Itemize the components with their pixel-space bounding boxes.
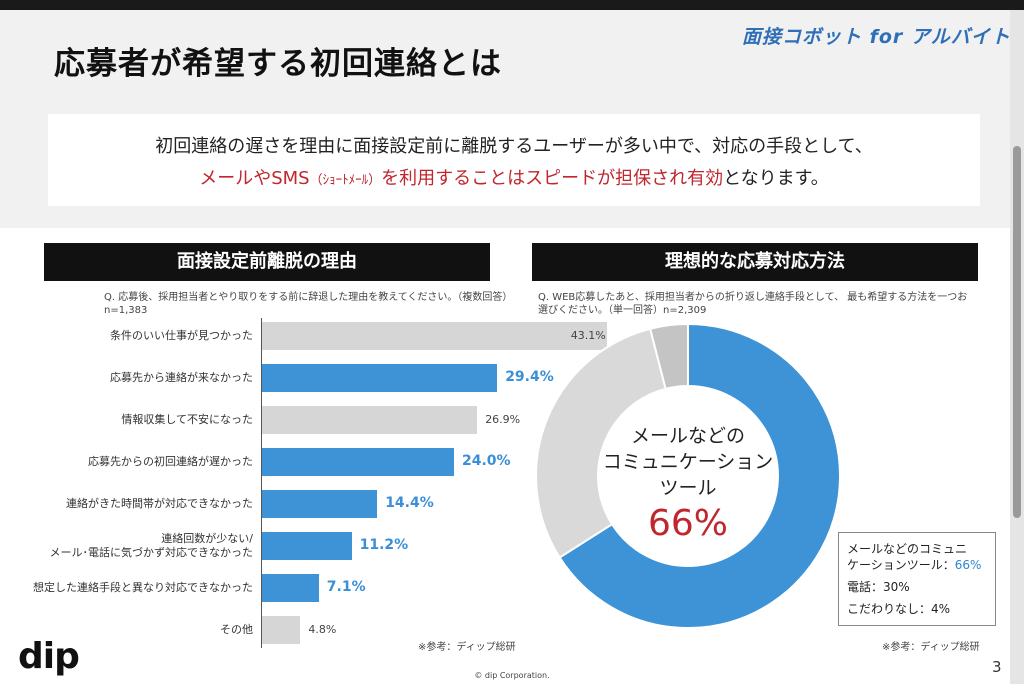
right-source-note: ※参考：ディップ総研	[882, 642, 980, 653]
donut-center-line-1: メールなどの	[630, 425, 745, 447]
lead-message-box: 初回連絡の遅さを理由に面接設定前に離脱するユーザーが多い中で、対応の手段として、…	[48, 114, 980, 206]
bar-category-label: 応募先からの初回連絡が遅かった	[0, 455, 253, 469]
bar	[262, 574, 319, 602]
donut-center-label: メールなどの コミュニケーション ツール 66%	[580, 423, 796, 544]
dip-logo: dip	[18, 636, 80, 677]
left-source-note: ※参考：ディップ総研	[418, 642, 516, 653]
bar	[262, 616, 301, 644]
donut-chart	[535, 322, 841, 629]
bar-category-label-line: 応募先から連絡が来なかった	[110, 371, 253, 384]
bar-value-label: 14.4%	[385, 495, 434, 511]
donut-slice	[648, 322, 689, 391]
donut-slice	[558, 322, 841, 629]
lead-highlight-small: （ｼｮｰﾄﾒｰﾙ）	[309, 173, 382, 188]
lead-highlight-b: を利用することはスピードが担保され有効	[381, 168, 724, 189]
bar-category-label-line: 想定した連絡手段と異なり対応できなかった	[33, 581, 253, 594]
donut-slices	[535, 322, 841, 629]
bar	[262, 532, 352, 560]
bar-category-label: 連絡回数が少ない/メール･電話に気づかず対応できなかった	[0, 532, 254, 560]
left-section-heading: 面接設定前離脱の理由	[44, 243, 490, 281]
bar	[262, 364, 498, 392]
donut-center-percent: 66%	[647, 503, 728, 544]
bar	[262, 322, 607, 350]
donut-center-line-2: コミュニケーション	[602, 451, 774, 473]
lead-tail: となります。	[723, 168, 829, 189]
bar-value-label: 24.0%	[462, 453, 511, 469]
brand-logo: 面接コボット for アルバイト	[742, 26, 1011, 48]
right-question-line-1: Q. WEB応募したあと、採用担当者からの折り返し連絡手段として、 最も希望する…	[538, 292, 968, 303]
page-number: 3	[992, 658, 1002, 676]
right-question-line-2: 選びください。（単一回答）n=2,309	[538, 305, 707, 316]
bar-category-label: 連絡がきた時間帯が対応できなかった	[0, 497, 253, 511]
legend-none: こだわりなし：4%	[847, 602, 951, 616]
bar	[262, 490, 378, 518]
donut-legend: メールなどのコミュニ ケーションツール：66% 電話：30% こだわりなし：4%	[838, 532, 996, 626]
bar-category-label-line: 連絡回数が少ない/	[161, 532, 253, 545]
bar-category-label-line: 条件のいい仕事が見つかった	[110, 329, 253, 342]
top-bar	[0, 0, 1024, 10]
bar-category-label-line: メール･電話に気づかず対応できなかった	[49, 546, 254, 559]
bar-value-label: 7.1%	[326, 579, 366, 595]
donut-slice	[535, 327, 667, 559]
bar-category-label: 条件のいい仕事が見つかった	[0, 329, 253, 343]
bar-category-label-line: 連絡がきた時間帯が対応できなかった	[66, 497, 253, 510]
legend-mail-percent: 66%	[954, 558, 982, 572]
left-question: Q. 応募後、採用担当者とやり取りをする前に辞退した理由を教えてください。（複数…	[104, 292, 513, 316]
copyright: © dip Corporation.	[474, 671, 550, 680]
bar-value-label: 26.9%	[485, 413, 521, 426]
donut-center-line-3: ツール	[659, 477, 717, 499]
legend-phone: 電話：30%	[847, 580, 910, 594]
scrollbar-thumb[interactable]	[1013, 146, 1021, 518]
bar-category-label: その他	[0, 623, 253, 637]
bar-category-label-line: 応募先からの初回連絡が遅かった	[88, 455, 253, 468]
legend-mail-line-1: メールなどのコミュニ	[847, 542, 968, 556]
legend-mail-line-2: ケーションツール：66%	[847, 557, 981, 573]
legend-mail-label: ケーションツール：	[847, 558, 955, 572]
slide-title: 応募者が希望する初回連絡とは	[54, 46, 502, 82]
bar-value-label: 43.1%	[570, 329, 606, 342]
bar-value-label: 11.2%	[359, 537, 409, 553]
bar-category-label: 想定した連絡手段と異なり対応できなかった	[0, 581, 253, 595]
lead-line-1: 初回連絡の遅さを理由に面接設定前に離脱するユーザーが多い中で、対応の手段として、	[155, 136, 873, 157]
bar	[262, 448, 454, 476]
lead-line-2: メールやSMS（ｼｮｰﾄﾒｰﾙ）を利用することはスピードが担保され有効となります…	[48, 164, 980, 190]
bar	[262, 406, 478, 434]
lead-highlight-a: メールやSMS	[199, 168, 310, 189]
bar-category-label-line: その他	[220, 623, 253, 636]
bar-category-label: 応募先から連絡が来なかった	[0, 371, 253, 385]
bar-chart-axis	[261, 318, 262, 648]
bar-category-label: 情報収集して不安になった	[0, 413, 253, 427]
bar-value-label: 4.8%	[308, 623, 337, 636]
right-question: Q. WEB応募したあと、採用担当者からの折り返し連絡手段として、 最も希望する…	[538, 291, 978, 317]
right-section-heading: 理想的な応募対応方法	[532, 243, 978, 281]
bar-category-label-line: 情報収集して不安になった	[121, 413, 253, 426]
bar-value-label: 29.4%	[505, 369, 554, 385]
